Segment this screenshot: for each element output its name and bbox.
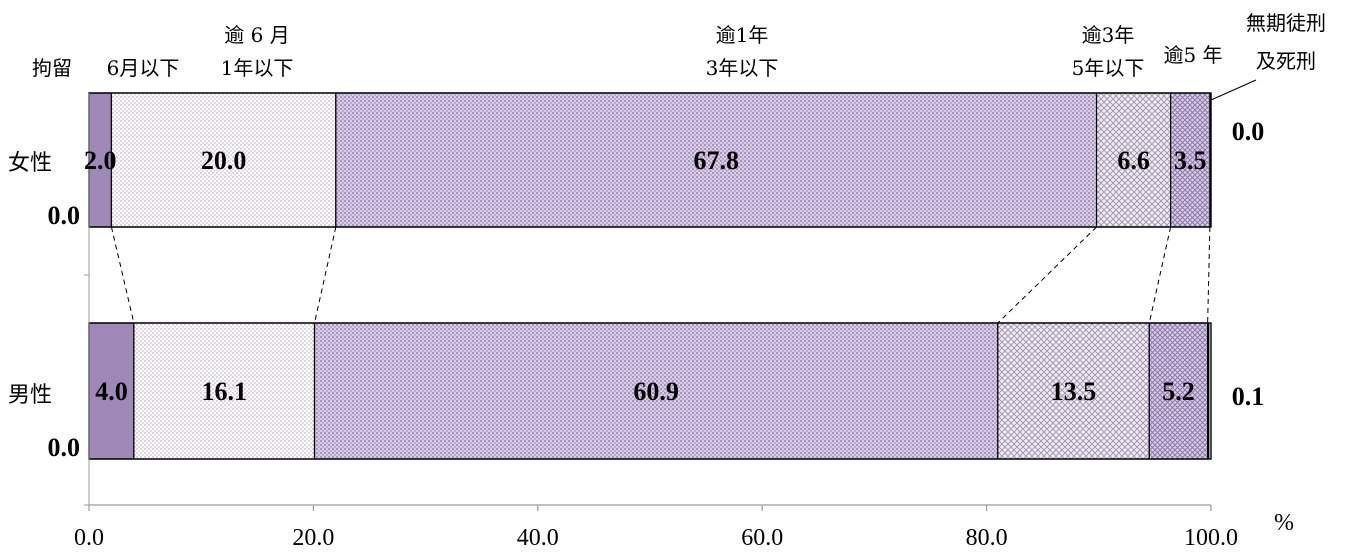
category-label: 3年以下 [706, 56, 779, 80]
data-label: 5.2 [1162, 377, 1195, 406]
x-tick-label: 80.0 [966, 525, 1008, 551]
category-label: 逾 6 月 [224, 23, 289, 47]
category-label: 5年以下 [1072, 56, 1145, 80]
x-tick-label: 0.0 [74, 525, 104, 551]
x-tick-label: 20.0 [292, 525, 334, 551]
bar-segment [313, 322, 999, 460]
data-label: 4.0 [95, 377, 128, 406]
row-label-male: 男性 [8, 383, 52, 408]
data-label: 16.1 [201, 377, 247, 406]
connector-line [110, 226, 135, 324]
data-label: 13.5 [1051, 377, 1097, 406]
connector-line [314, 226, 337, 324]
data-label: 60.9 [633, 377, 679, 406]
category-label: 6月以下 [107, 56, 180, 80]
x-axis-unit: % [1274, 510, 1294, 536]
data-label: 2.0 [84, 146, 117, 175]
x-tick-label: 40.0 [517, 525, 559, 551]
connector-line [997, 226, 1097, 324]
row-label-female: 女性 [8, 151, 52, 176]
category-label: 逾3年 [1082, 23, 1135, 47]
leader-line [1210, 79, 1257, 101]
data-label-detention-male: 0.0 [48, 433, 81, 462]
category-label: 無期徒刑 [1246, 11, 1326, 35]
category-label: 逾1年 [716, 23, 769, 47]
x-tick-label: 60.0 [741, 525, 783, 551]
bar-segment [1207, 322, 1210, 460]
connector-line [1148, 226, 1172, 324]
data-label: 3.5 [1174, 146, 1207, 175]
bar-segment [1095, 92, 1172, 228]
data-label: 20.0 [201, 146, 247, 175]
bar-segment [110, 92, 337, 228]
data-label: 67.8 [693, 146, 739, 175]
data-label: 6.6 [1117, 146, 1150, 175]
data-label-life-death: 0.0 [1232, 117, 1265, 146]
category-label: 1年以下 [221, 56, 294, 80]
category-label: 逾5 年 [1163, 43, 1222, 67]
category-label: 及死刑 [1256, 49, 1316, 73]
connector-line [1207, 226, 1211, 324]
data-label-life-death: 0.1 [1232, 382, 1265, 411]
bar-segment [1148, 322, 1209, 460]
data-label-detention-female: 0.0 [48, 201, 81, 230]
x-tick-label: 100.0 [1184, 525, 1238, 551]
category-label: 拘留 [32, 56, 72, 80]
